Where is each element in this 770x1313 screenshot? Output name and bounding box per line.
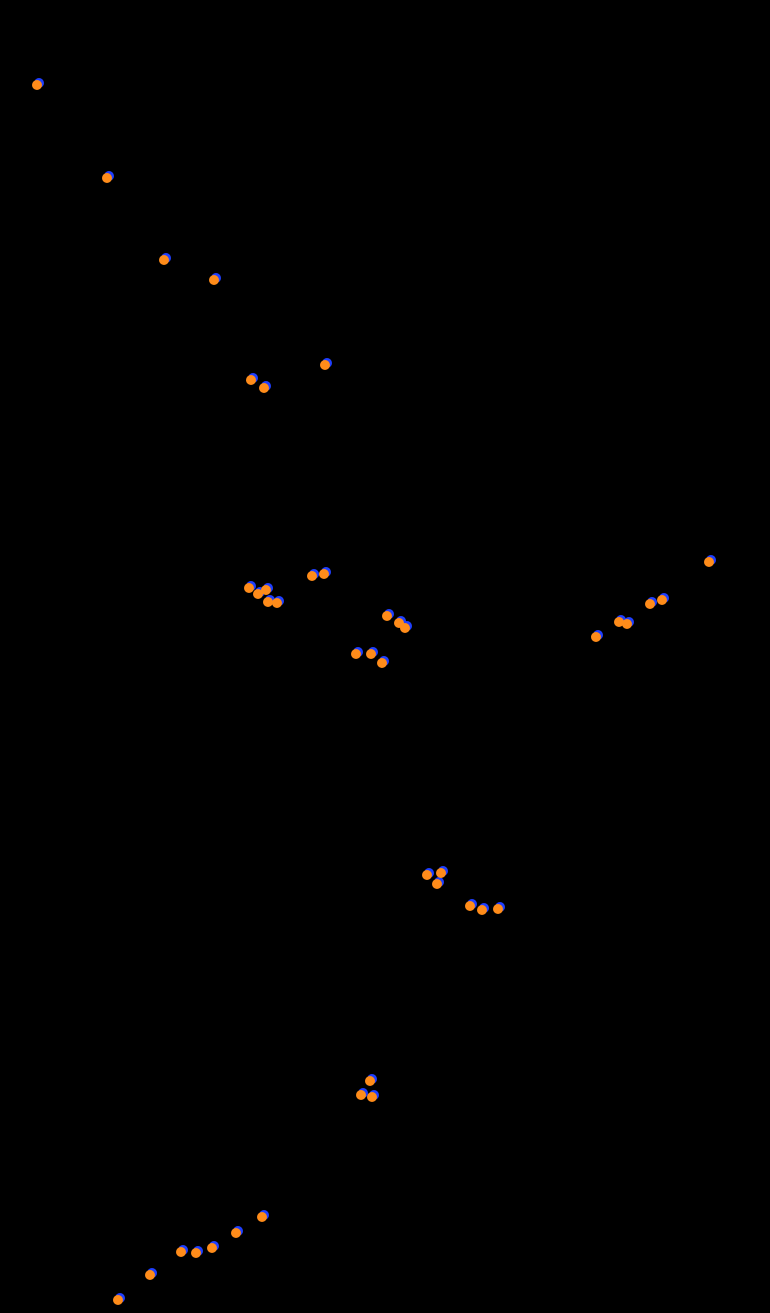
data-point-layer-orange: [231, 1228, 241, 1238]
data-point-layer-orange: [113, 1295, 123, 1305]
data-point-layer-orange: [176, 1247, 186, 1257]
data-point-layer-orange: [622, 619, 632, 629]
data-point-layer-orange: [102, 173, 112, 183]
data-point-layer-orange: [159, 255, 169, 265]
data-point-layer-orange: [591, 632, 601, 642]
data-point-layer-orange: [307, 571, 317, 581]
data-point-layer-orange: [207, 1243, 217, 1253]
data-point-layer-orange: [145, 1270, 155, 1280]
data-point-layer-orange: [365, 1076, 375, 1086]
data-point-layer-orange: [436, 868, 446, 878]
data-point-layer-orange: [319, 569, 329, 579]
data-point-layer-orange: [422, 870, 432, 880]
data-point-layer-orange: [465, 901, 475, 911]
data-point-layer-orange: [657, 595, 667, 605]
data-point-layer-orange: [356, 1090, 366, 1100]
data-point-layer-orange: [351, 649, 361, 659]
data-point-layer-orange: [259, 383, 269, 393]
data-point-layer-orange: [209, 275, 219, 285]
data-point-layer-orange: [377, 658, 387, 668]
data-point-layer-orange: [382, 611, 392, 621]
data-point-layer-orange: [367, 1092, 377, 1102]
data-point-layer-orange: [477, 905, 487, 915]
data-point-layer-orange: [320, 360, 330, 370]
data-point-layer-orange: [32, 80, 42, 90]
data-point-layer-orange: [400, 623, 410, 633]
data-point-layer-orange: [366, 649, 376, 659]
data-point-layer-orange: [645, 599, 655, 609]
data-point-layer-orange: [493, 904, 503, 914]
scatter-plot: [0, 0, 770, 1313]
data-point-layer-orange: [704, 557, 714, 567]
data-point-layer-orange: [257, 1212, 267, 1222]
data-point-layer-orange: [261, 585, 271, 595]
data-point-layer-orange: [272, 598, 282, 608]
data-point-layer-orange: [432, 879, 442, 889]
data-point-layer-orange: [191, 1248, 201, 1258]
data-point-layer-orange: [246, 375, 256, 385]
